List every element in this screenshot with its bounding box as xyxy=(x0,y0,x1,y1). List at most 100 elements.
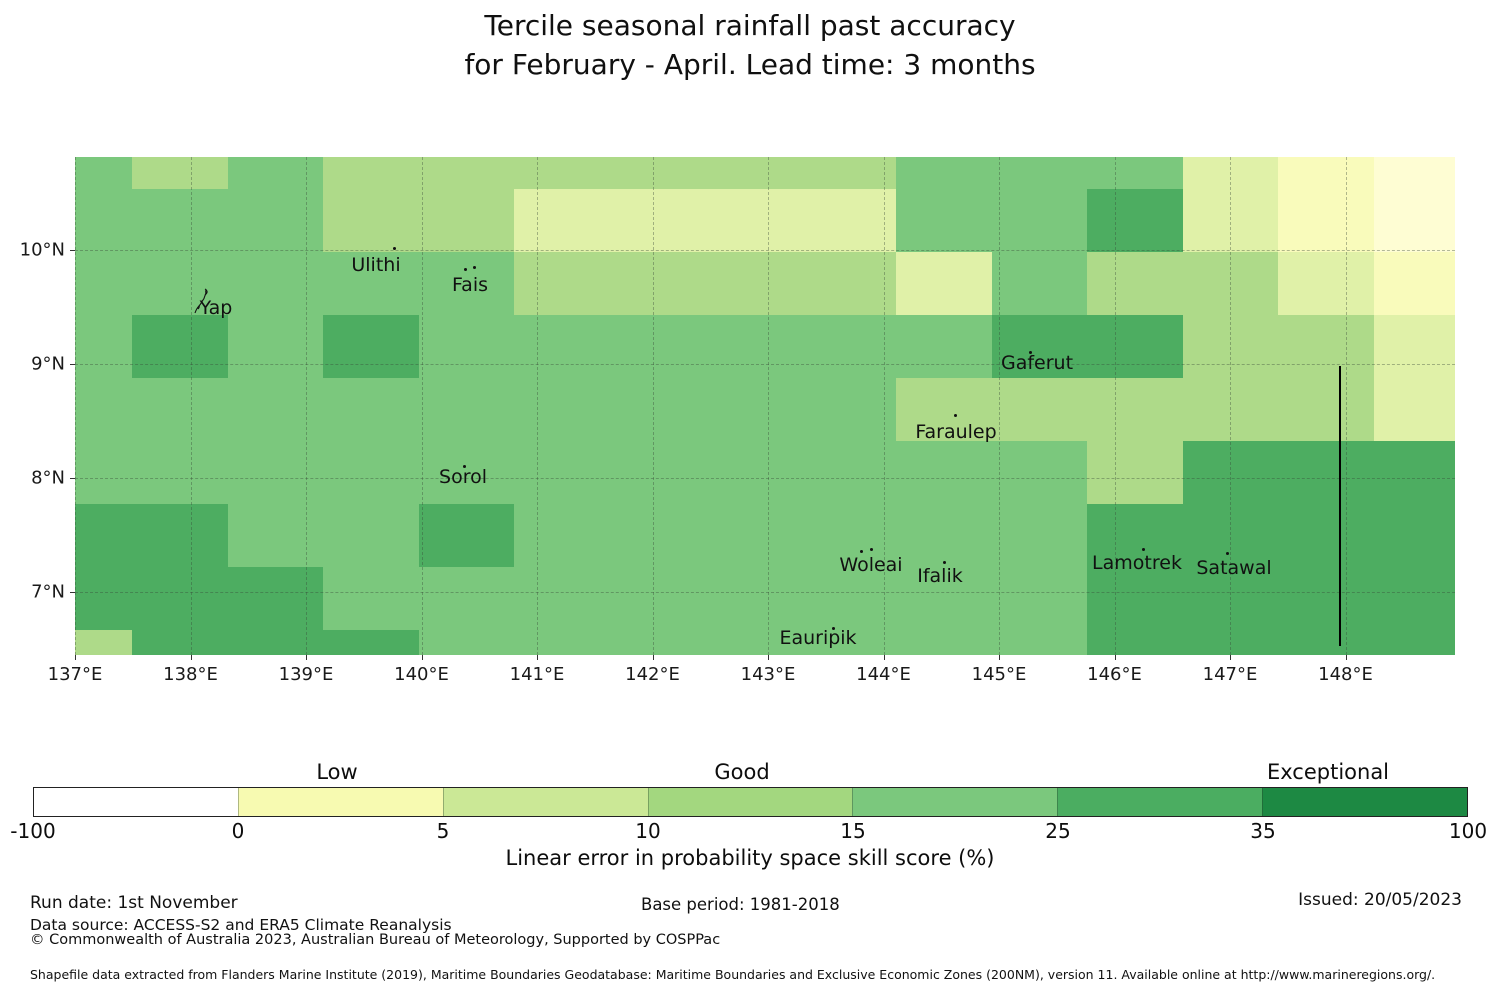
map-cell xyxy=(705,157,801,189)
map-cell xyxy=(132,378,228,441)
map-cell xyxy=(800,189,896,252)
map-cell xyxy=(705,567,801,630)
x-axis-tick-label: 143°E xyxy=(740,664,796,685)
map-cell xyxy=(896,315,992,378)
island-marker-dot xyxy=(942,560,946,564)
map-cell xyxy=(991,189,1087,252)
map-cell xyxy=(132,567,228,630)
map-cell xyxy=(227,189,323,252)
map-cell xyxy=(705,630,801,655)
x-axis-tick xyxy=(306,655,307,660)
map-gridline-vertical xyxy=(306,157,307,655)
island-marker-dot xyxy=(462,464,466,468)
map-cell xyxy=(1182,189,1278,252)
map-cell xyxy=(896,630,992,655)
x-axis-tick xyxy=(1114,655,1116,660)
shapefile-credit-text: Shapefile data extracted from Flanders M… xyxy=(30,967,1436,982)
map-cell xyxy=(323,252,419,315)
map-cell xyxy=(800,441,896,504)
map-cell xyxy=(227,441,323,504)
map-cell xyxy=(75,504,132,567)
colorbar-tick-label: 25 xyxy=(1045,819,1071,843)
map-cell xyxy=(1087,315,1183,378)
map-cell xyxy=(418,630,514,655)
island-label-ifalik: Ifalik xyxy=(917,565,963,587)
copyright-text: © Commonwealth of Australia 2023, Austra… xyxy=(30,932,721,948)
x-axis-tick xyxy=(421,655,423,660)
map-cell xyxy=(132,157,228,189)
map-cell xyxy=(1087,567,1183,630)
map-cell xyxy=(227,252,323,315)
island-label-eauripik: Eauripik xyxy=(779,627,857,649)
map-gridline-vertical xyxy=(999,157,1000,655)
colorbar-tick-label: 0 xyxy=(231,819,245,843)
island-label-lamotrek: Lamotrek xyxy=(1092,552,1182,574)
map-cell xyxy=(1278,252,1374,315)
map-gridline-vertical xyxy=(652,157,654,655)
map-cell xyxy=(132,189,228,252)
colorbar-segment-1 xyxy=(237,788,443,816)
map-cell xyxy=(991,157,1087,189)
island-label-satawal: Satawal xyxy=(1196,557,1272,579)
x-axis-tick-label: 138°E xyxy=(163,664,218,685)
map-cell xyxy=(896,441,992,504)
x-axis-tick-label: 148°E xyxy=(1318,664,1373,685)
map-cell xyxy=(1087,630,1183,655)
map-cell xyxy=(991,504,1087,567)
map-cell xyxy=(800,157,896,189)
x-axis-tick xyxy=(1345,655,1347,660)
map-cell xyxy=(323,504,419,567)
map-cell xyxy=(227,504,323,567)
colorbar-tick-label: -100 xyxy=(10,819,56,843)
map-cell xyxy=(514,378,610,441)
map-cell xyxy=(323,157,419,189)
map-cell xyxy=(991,378,1087,441)
x-axis-tick-label: 146°E xyxy=(1087,664,1142,685)
map-cell xyxy=(227,567,323,630)
island-marker-dot xyxy=(1028,350,1032,354)
map-gridline-vertical xyxy=(1345,157,1347,655)
map-cell xyxy=(418,378,514,441)
x-axis-tick xyxy=(768,655,769,660)
map-cell xyxy=(1182,315,1278,378)
island-label-woleai: Woleai xyxy=(839,554,903,576)
map-cell xyxy=(896,378,992,441)
island-label-gaferut: Gaferut xyxy=(1000,352,1074,374)
map-cell xyxy=(609,441,705,504)
chart-title: Tercile seasonal rainfall past accuracy … xyxy=(0,6,1500,84)
map-cell xyxy=(896,157,992,189)
map-gridline-vertical xyxy=(883,157,885,655)
map-cell xyxy=(418,157,514,189)
map-cell xyxy=(1278,189,1374,252)
island-label-faraulep: Faraulep xyxy=(915,421,997,443)
map-cell xyxy=(1182,252,1278,315)
map-cell xyxy=(705,441,801,504)
map-cell xyxy=(609,378,705,441)
colorbar-quality-label-exceptional: Exceptional xyxy=(1266,760,1390,784)
map-cell xyxy=(1373,252,1455,315)
map-cell xyxy=(1087,441,1183,504)
x-axis-tick xyxy=(652,655,654,660)
map-cell xyxy=(609,157,705,189)
map-cell xyxy=(132,441,228,504)
map-gridline-vertical xyxy=(768,157,769,655)
map-cell xyxy=(1373,630,1455,655)
map-gridline-horizontal xyxy=(75,364,1455,365)
colorbar-quality-label-low: Low xyxy=(316,760,358,784)
map-cell xyxy=(514,441,610,504)
island-label-fais: Fais xyxy=(451,274,489,296)
map-cell xyxy=(132,315,228,378)
map-gridline-vertical xyxy=(190,157,192,655)
map-cell xyxy=(75,567,132,630)
map-cell xyxy=(323,378,419,441)
island-label-sorol: Sorol xyxy=(439,466,487,488)
chart-title-line1: Tercile seasonal rainfall past accuracy xyxy=(484,9,1016,42)
colorbar-tick-label: 10 xyxy=(635,819,661,843)
map-cell xyxy=(227,157,323,189)
x-axis-tick xyxy=(1230,655,1231,660)
map-cell xyxy=(1373,378,1455,441)
colorbar-segment-6 xyxy=(1262,788,1468,816)
map-cell xyxy=(1278,157,1374,189)
map-cell xyxy=(227,315,323,378)
